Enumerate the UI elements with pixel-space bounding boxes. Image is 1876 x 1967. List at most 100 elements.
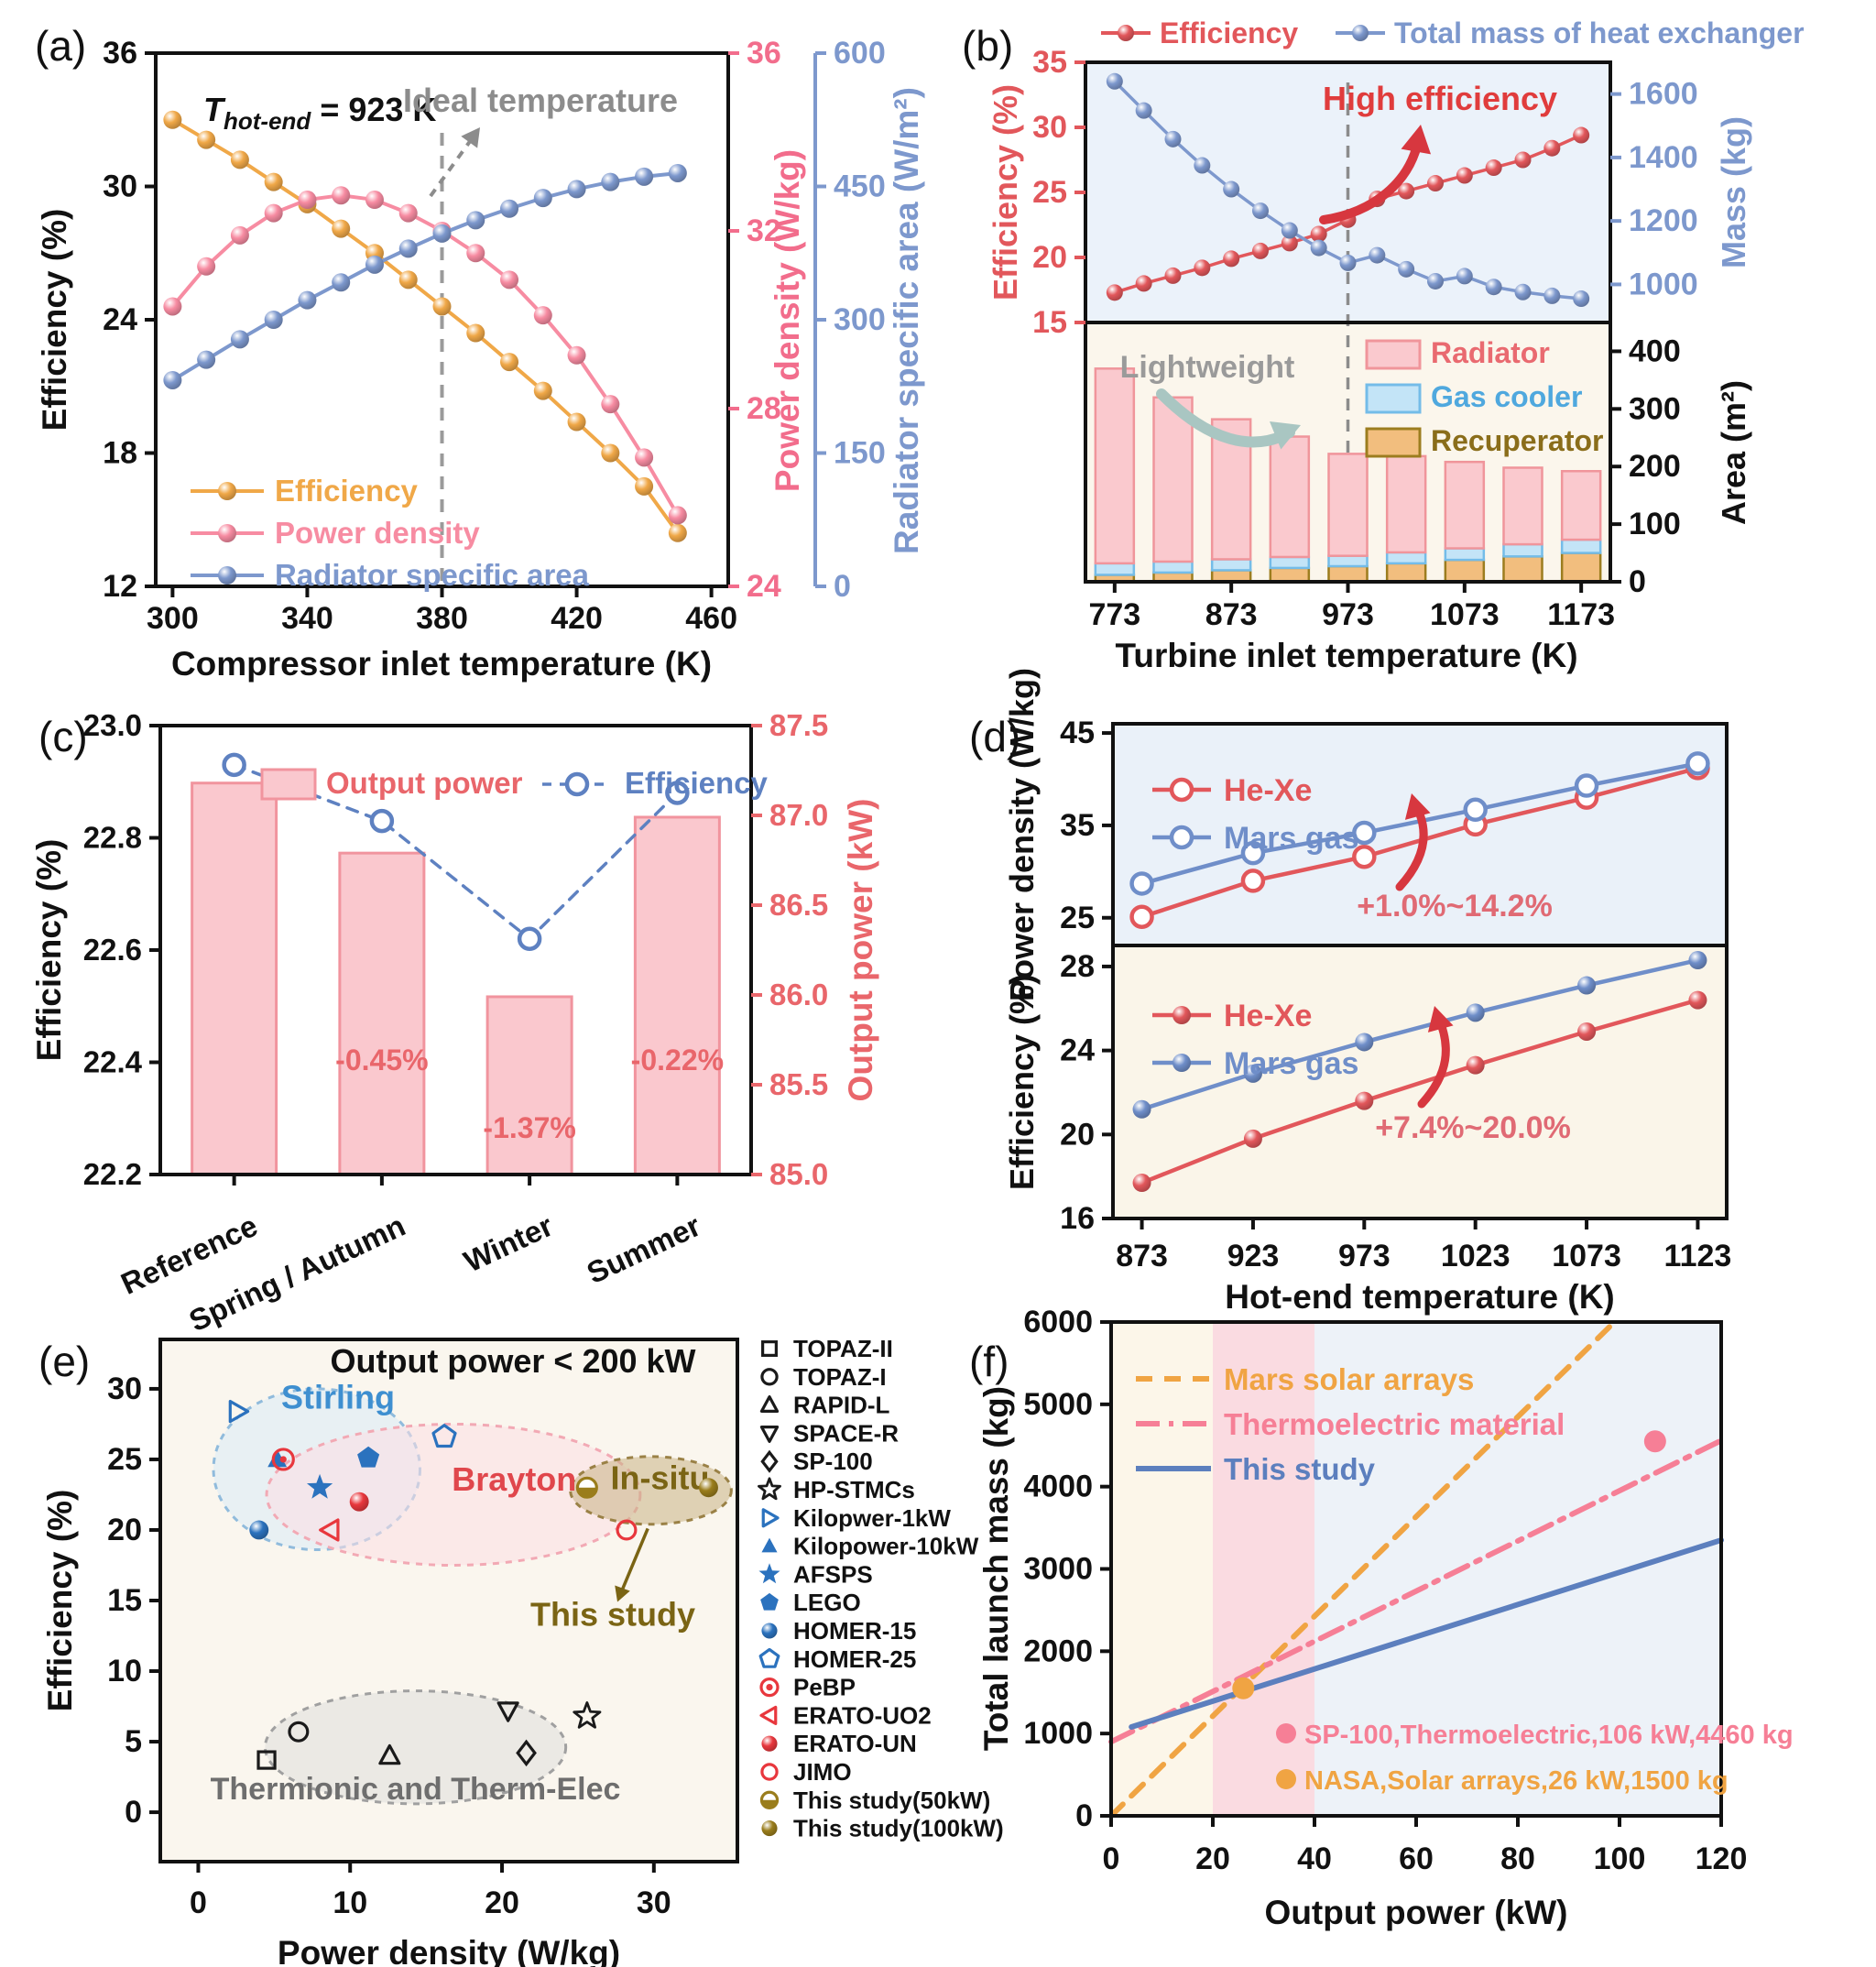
arrow-head (1401, 125, 1432, 155)
data-point (1310, 225, 1327, 243)
annotations-b: High efficiency Lightweight (1120, 80, 1557, 450)
legend-label-f: Thermoelectric material (1224, 1407, 1565, 1441)
panel-letter-a: (a) (35, 22, 86, 70)
data-point (1466, 1055, 1485, 1075)
marker-pentagon (431, 1424, 457, 1448)
marker-dot (766, 1684, 773, 1691)
series-line (1140, 998, 1700, 1186)
y-tick-power-c: 86.5 (769, 888, 828, 922)
marker-triangle-down (496, 1701, 519, 1722)
bar-segment-gas-cooler (1269, 555, 1311, 570)
arrow-head (1427, 1006, 1454, 1033)
panel-b: (b) 15 20 25 30 35 1000 1200 1400 1600 0 100 200 300 4… (962, 16, 1805, 674)
data-point (1172, 1054, 1191, 1072)
data-point (668, 163, 687, 182)
region-label-in-situ: In-situ (610, 1459, 709, 1496)
legend-label: He-Xe (1224, 999, 1312, 1033)
data-point (533, 381, 552, 400)
y-tick-e: 20 (107, 1513, 142, 1547)
data-point-open (564, 771, 590, 797)
legend-label-f: This study (1224, 1452, 1376, 1486)
legend-label-e: PeBP (793, 1674, 856, 1701)
legend-e: TOPAZ-IITOPAZ-IRAPID-LSPACE-RSP-100HP-ST… (758, 1335, 1004, 1842)
points-e (228, 1399, 718, 1770)
data-point-open (1352, 820, 1377, 846)
marker-circle (349, 1492, 369, 1512)
bar-segment-radiator (1269, 435, 1311, 559)
bar-segment-gas-cooler (1152, 560, 1194, 574)
bars-c (191, 781, 721, 1176)
bar-segment-radiator (1094, 367, 1136, 565)
panel-letter-f: (f) (969, 1338, 1009, 1385)
this-study-arrow (617, 1527, 649, 1599)
axes-e: 0 10 20 30 0 5 10 15 20 25 30 Power density (W/kg) E… (41, 1371, 671, 1967)
y-tick-efficiency: 18 (103, 436, 137, 471)
bar-delta-label: -1.37% (483, 1111, 575, 1144)
y-tick-efficiency: 30 (103, 169, 137, 204)
data-point (500, 270, 519, 290)
annotation-label-f: NASA,Solar arrays,26 kW,1500 kg (1304, 1766, 1729, 1796)
x-tick-d: 873 (1116, 1239, 1168, 1273)
data-point (1427, 272, 1444, 290)
data-point (398, 203, 418, 223)
bar-output-power (191, 781, 278, 1176)
data-point (1577, 976, 1597, 995)
y-title-eff-c: Efficiency (%) (30, 839, 68, 1062)
y-tick-eff-d: 28 (1060, 949, 1095, 984)
marker-pentagon (357, 1446, 380, 1468)
y-tick-eff-d: 20 (1060, 1117, 1095, 1152)
arrow-head (615, 1585, 630, 1602)
data-point (230, 225, 249, 245)
bar-segment-recuperator (1560, 552, 1602, 584)
marker-diamond (516, 1739, 537, 1767)
data-point-open (760, 1368, 779, 1386)
data-point-open (271, 1448, 295, 1471)
legend-label-e: JIMO (793, 1758, 852, 1786)
x-title-e: Power density (W/kg) (278, 1934, 620, 1967)
arrow-head (1270, 421, 1301, 450)
data-point (635, 167, 654, 186)
y-tick-e: 10 (107, 1654, 142, 1688)
y-tick-f: 1000 (1023, 1716, 1093, 1751)
legend-swatch (260, 768, 317, 801)
annotations-d: +1.0%~14.2% +7.4%~20.0% (1357, 793, 1571, 1145)
data-point-open (1169, 825, 1194, 850)
y-tick-radiator-area: 450 (834, 169, 886, 204)
data-point-open (517, 926, 542, 951)
x-title-b: Turbine inlet temperature (K) (1115, 637, 1577, 674)
x-tick: 460 (685, 601, 737, 636)
y-title-eff-b: Efficiency (%) (987, 84, 1024, 301)
x-title-d: Hot-end temperature (K) (1225, 1278, 1615, 1316)
x-tick-d: 1023 (1441, 1239, 1511, 1273)
data-point (601, 443, 620, 463)
data-point (264, 311, 283, 329)
y-tick-power-density: 24 (747, 569, 781, 604)
data-point (197, 257, 216, 276)
x-tick-f: 40 (1297, 1841, 1332, 1876)
y-tick-mass: 1200 (1629, 203, 1698, 238)
y-tick-f: 6000 (1023, 1305, 1093, 1339)
data-point (163, 370, 182, 389)
point-sp-100 (1643, 1430, 1666, 1453)
pd-gain-label: +1.0%~14.2% (1357, 889, 1553, 923)
x-tick-f: 80 (1500, 1841, 1535, 1876)
data-point-open (760, 1763, 779, 1781)
x-tick-d: 1073 (1552, 1239, 1621, 1273)
ideal-temperature-label: Ideal temperature (403, 82, 678, 119)
data-point (1194, 259, 1211, 277)
bottom-frame-d (1111, 944, 1729, 1220)
data-point (1135, 102, 1152, 119)
x-title-f: Output power (kW) (1265, 1894, 1568, 1931)
data-point (1106, 284, 1123, 301)
data-point (1194, 157, 1211, 174)
data-point-open (1463, 797, 1488, 823)
bar-segment-gas-cooler (1094, 562, 1136, 576)
data-point (466, 211, 485, 230)
legend-label-e: HP-STMCs (793, 1476, 915, 1503)
panel-f: (f) 0 20 40 60 80 100 120 0 1000 2000 3000 4000 5000 6… (969, 1305, 1794, 1931)
marker-left-triangle (759, 1705, 778, 1726)
data-point (1352, 25, 1369, 41)
legend-d: Mars gas (1152, 1046, 1358, 1081)
